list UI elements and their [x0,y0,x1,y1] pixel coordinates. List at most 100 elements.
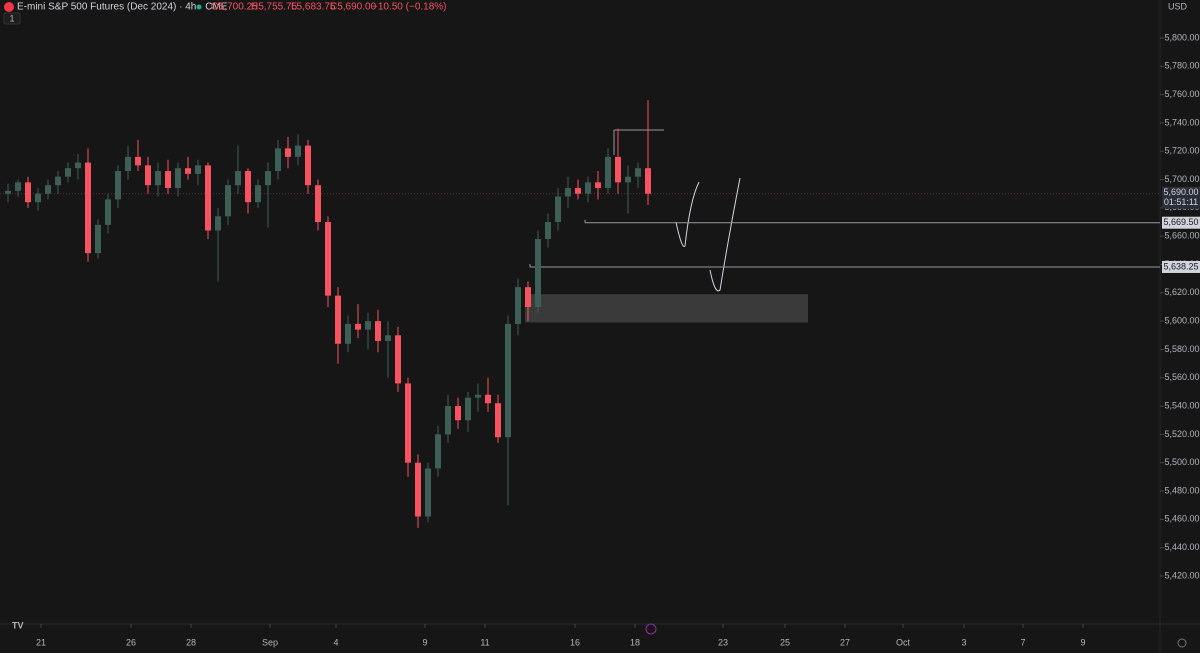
candle-body [105,199,111,225]
level-label-bg [1162,216,1200,229]
candle-body [295,145,301,157]
candle-body [365,321,371,330]
x-tick-label: 23 [718,637,728,647]
y-tick-label: 5,620.00 [1164,287,1199,297]
candle-body [445,406,451,435]
candle-body [95,224,101,254]
x-tick-label: 9 [1080,637,1085,647]
candle-body [435,434,441,469]
candle-body [405,383,411,463]
interval-button[interactable] [3,12,21,25]
candle-body [425,468,431,517]
symbol-title: E-mini S&P 500 Futures (Dec 2024) · 4h ·… [17,2,228,13]
x-tick-label: 7 [1020,637,1025,647]
candle-body [505,323,511,438]
candle-body [275,148,281,172]
candle-body [5,190,11,194]
ohlc-low: L5,683.75 [291,2,336,13]
x-tick-label: 21 [36,637,46,647]
candle-body [125,156,131,172]
drawing-curve [709,177,741,292]
y-tick-label: 5,460.00 [1164,514,1199,524]
x-tick-label: 9 [422,637,427,647]
candle-body [15,182,21,191]
candle-body [145,165,151,186]
candle-body [45,185,51,194]
candle-body [535,239,541,307]
y-tick-label: 5,760.00 [1164,89,1199,99]
candle-body [285,148,291,157]
y-tick-label: 5,660.00 [1164,231,1199,241]
candle-body [415,462,421,517]
y-tick-label: 5,540.00 [1164,400,1199,410]
zone [525,294,808,323]
candle-body [65,168,71,177]
candle-body [495,403,501,438]
candle-body [55,176,61,186]
candle-body [485,394,491,404]
x-tick-label: 4 [333,637,338,647]
candle-body [215,216,221,231]
x-tick-label: 27 [840,637,850,647]
level-label-bg [1162,260,1200,273]
candle-body [335,295,341,344]
candle-body [135,156,141,166]
y-tick-label: 5,440.00 [1164,542,1199,552]
y-tick-label: 5,700.00 [1164,174,1199,184]
y-tick-label: 5,780.00 [1164,61,1199,71]
candle-body [325,222,331,296]
logo: TV [12,620,24,630]
candle-body [35,193,41,203]
candle-body [185,168,191,174]
candle-body [315,185,321,223]
settings-icon[interactable] [1177,638,1187,648]
x-tick-label: 18 [630,637,640,647]
candle-body [265,171,271,186]
candle-body [525,287,531,307]
interval-label: 1 [9,13,14,23]
y-tick-label: 5,480.00 [1164,485,1199,495]
ohlc-change: −10.50 (−0.18%) [372,2,447,13]
drawing-curve [675,181,700,247]
candle-body [155,171,161,186]
candle-body [75,162,81,169]
y-tick-label: 5,520.00 [1164,429,1199,439]
candle-body [465,397,471,421]
x-tick-label: 16 [570,637,580,647]
candle-body [565,188,571,197]
candle-body [615,156,621,183]
candle-body [475,394,481,398]
candle-body [255,185,261,203]
candle-body [635,168,641,177]
candle-body [605,156,611,189]
x-tick-label: 25 [780,637,790,647]
candle-body [375,321,381,341]
candle-body [355,323,361,330]
candle-body [645,168,651,194]
candle-body [455,406,461,421]
candle-body [115,171,121,200]
x-tick-label: 11 [480,637,489,647]
candle-body [25,182,31,203]
candle-body [235,171,241,186]
x-tick-label: 28 [186,637,196,647]
countdown-label: 01:51:11 [1164,197,1198,207]
candle-body [85,162,91,254]
candle-body [625,176,631,183]
candle-body [175,168,181,189]
candle-body [305,145,311,186]
currency-label: USD [1168,1,1188,11]
level-label: 5,669.50 [1163,217,1198,227]
candle-body [575,188,581,194]
last-price-label: 5,690.00 [1163,187,1198,197]
candle-body [205,165,211,231]
y-tick-label: 5,600.00 [1164,315,1199,325]
level-label: 5,638.25 [1163,261,1198,271]
y-tick-label: 5,560.00 [1164,372,1199,382]
replay-icon[interactable] [645,623,657,635]
candle-body [245,171,251,203]
candle-body [385,335,391,341]
x-tick-label: Oct [896,637,911,647]
candle-body [545,222,551,240]
y-tick-label: 5,420.00 [1164,570,1199,580]
